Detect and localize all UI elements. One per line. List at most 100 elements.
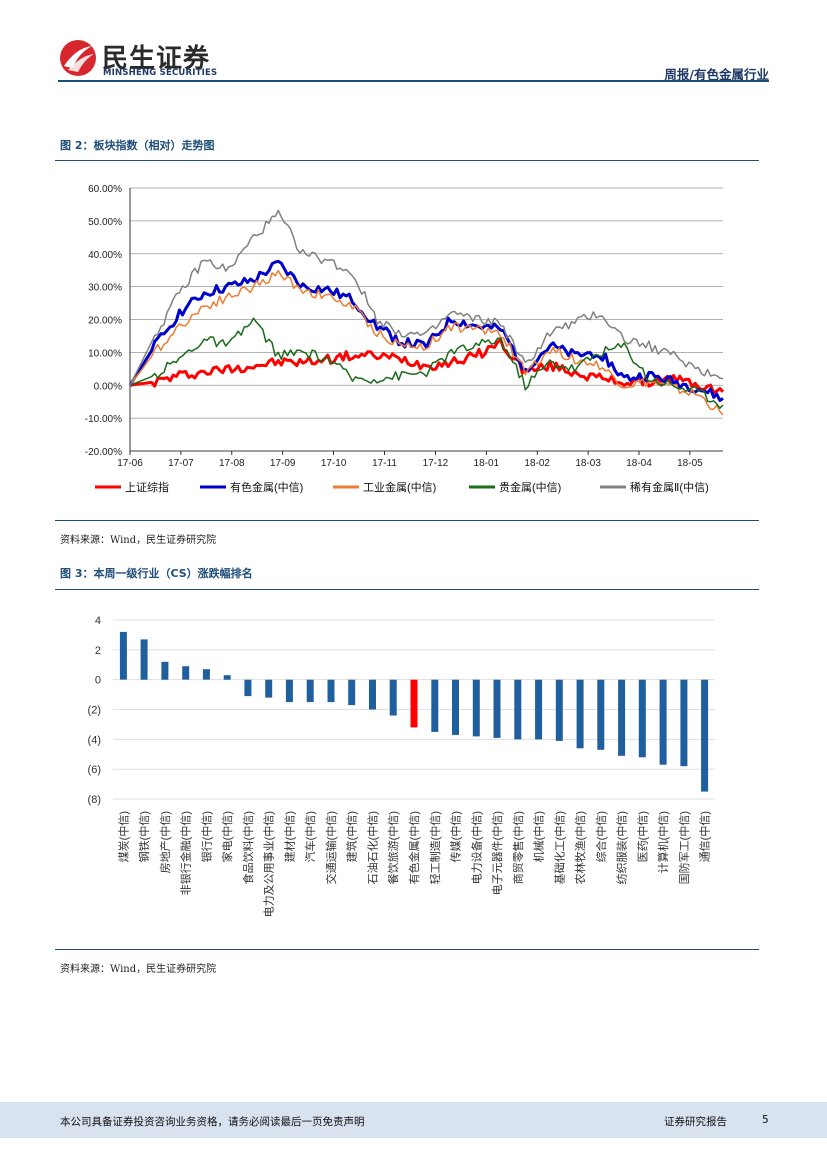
y-tick-label: (4) bbox=[88, 734, 101, 746]
figure3-bottom-rule bbox=[55, 949, 759, 950]
logo-icon bbox=[60, 40, 96, 76]
x-category-label: 商贸零售(中信) bbox=[511, 811, 525, 884]
bar bbox=[659, 679, 667, 765]
series-line bbox=[129, 317, 724, 409]
bar bbox=[140, 639, 148, 680]
x-category-label: 交通运输(中信) bbox=[324, 811, 338, 884]
bar bbox=[265, 679, 273, 698]
y-tick-label: (8) bbox=[88, 794, 101, 806]
bar bbox=[493, 679, 501, 738]
series-line bbox=[129, 209, 724, 386]
y-tick-label: 0 bbox=[95, 675, 101, 687]
x-category-label: 汽车(中信) bbox=[303, 811, 317, 862]
y-tick-label: (2) bbox=[88, 705, 101, 717]
x-category-label: 传媒(中信) bbox=[450, 811, 463, 862]
legend-label: 工业金属(中信) bbox=[363, 480, 436, 494]
logo-text-cn: 民生证券 bbox=[102, 44, 211, 74]
x-tick-label: 17-12 bbox=[423, 458, 449, 469]
bar bbox=[223, 675, 231, 680]
legend-label: 上证综指 bbox=[125, 480, 169, 494]
bar bbox=[452, 679, 459, 735]
bar bbox=[472, 679, 480, 737]
x-category-label: 建筑(中信) bbox=[345, 811, 359, 862]
y-tick-label: 2 bbox=[95, 645, 101, 657]
figure3-source: 资料来源：Wind，民生证券研究院 bbox=[60, 964, 217, 975]
header-rule bbox=[58, 80, 769, 82]
x-category-label: 建材(中信) bbox=[282, 811, 296, 862]
y-tick-label: (6) bbox=[88, 764, 101, 776]
x-tick-label: 18-04 bbox=[626, 458, 652, 469]
x-category-label: 医药(中信) bbox=[636, 811, 649, 862]
bar bbox=[202, 669, 210, 680]
x-tick-label: 17-11 bbox=[372, 458, 397, 469]
y-tick-label: 0.00% bbox=[94, 381, 122, 392]
bar bbox=[119, 631, 127, 680]
y-tick-label: 4 bbox=[95, 615, 101, 627]
logo-text-en: MINSHENG SECURITIES bbox=[103, 68, 218, 78]
x-category-label: 钢铁(中信) bbox=[138, 811, 151, 862]
x-category-label: 国防军工(中信) bbox=[677, 811, 691, 884]
x-category-label: 有色金属(中信) bbox=[407, 811, 421, 884]
logo: 民生证券 MINSHENG SECURITIES bbox=[58, 38, 218, 78]
x-category-label: 非银行金融(中信) bbox=[179, 811, 193, 895]
figure2-title: 图 2：板块指数（相对）走势图 bbox=[60, 139, 215, 152]
bar bbox=[618, 679, 626, 756]
x-category-label: 家电(中信) bbox=[220, 811, 234, 862]
figure3-top-rule bbox=[55, 589, 759, 590]
figure3-bar-chart: 4 2 0 (2) (4) (6) (8) 煤炭(中信) 钢铁(中信) 房地产(中信) 非银行金融(… bbox=[88, 615, 715, 917]
series-line bbox=[129, 269, 724, 416]
x-category-label: 房地产(中信) bbox=[158, 811, 172, 873]
y-tick-label: 50.00% bbox=[88, 217, 122, 228]
x-category-label: 计算机(中信) bbox=[656, 811, 670, 873]
legend-label: 稀有金属Ⅱ(中信) bbox=[630, 480, 709, 494]
x-tick-label: 18-01 bbox=[474, 458, 500, 469]
figure2-bottom-rule bbox=[55, 520, 759, 521]
footer-label: 证券研究报告 bbox=[664, 1116, 727, 1128]
x-category-label: 通信(中信) bbox=[699, 811, 712, 862]
bar bbox=[285, 679, 293, 703]
bar bbox=[576, 679, 584, 749]
bar bbox=[369, 679, 376, 710]
x-tick-label: 18-03 bbox=[575, 458, 601, 469]
bar bbox=[701, 679, 709, 792]
x-category-label: 农林牧渔(中信) bbox=[573, 811, 587, 884]
figure2-top-rule bbox=[55, 160, 759, 161]
bar bbox=[514, 679, 522, 740]
x-category-label: 银行(中信) bbox=[199, 811, 213, 862]
x-tick-label: 17-07 bbox=[168, 458, 194, 469]
x-tick-label: 17-06 bbox=[117, 458, 143, 469]
x-category-label: 餐饮旅游(中信) bbox=[386, 811, 400, 884]
x-tick-label: 17-09 bbox=[270, 458, 296, 469]
x-category-label: 轻工制造(中信) bbox=[428, 811, 442, 884]
x-tick-label: 18-05 bbox=[677, 458, 703, 469]
legend-label: 有色金属(中信) bbox=[230, 480, 303, 494]
x-category-label: 基础化工(中信) bbox=[552, 811, 566, 884]
series-line bbox=[128, 259, 724, 402]
bar bbox=[389, 679, 397, 716]
figure3-title: 图 3：本周一级行业（CS）涨跌幅排名 bbox=[60, 567, 253, 580]
y-tick-label: 40.00% bbox=[88, 250, 122, 261]
x-category-label: 食品饮料(中信) bbox=[241, 811, 255, 884]
x-tick-label: 17-08 bbox=[219, 458, 245, 469]
y-tick-label: 60.00% bbox=[88, 184, 122, 195]
y-tick-label: 30.00% bbox=[88, 283, 122, 294]
footer-bar bbox=[0, 1102, 827, 1138]
x-category-label: 煤炭(中信) bbox=[117, 811, 130, 862]
bar bbox=[244, 679, 252, 697]
bar bbox=[638, 679, 646, 758]
page-number: 5 bbox=[762, 1114, 769, 1126]
bar bbox=[431, 679, 439, 732]
y-tick-label: 10.00% bbox=[88, 348, 122, 359]
bar bbox=[327, 679, 335, 703]
y-tick-label: -20.00% bbox=[85, 447, 122, 458]
x-category-label: 综合(中信) bbox=[594, 811, 608, 862]
x-category-label: 电力及公用事业(中信) bbox=[263, 811, 276, 917]
bar bbox=[410, 679, 418, 728]
x-category-label: 纺织服装(中信) bbox=[615, 811, 629, 884]
footer-disclaimer: 本公司具备证券投资咨询业务资格，请务必阅读最后一页免责声明 bbox=[60, 1116, 365, 1128]
y-tick-label: -10.00% bbox=[85, 414, 122, 425]
figure2-source: 资料来源：Wind，民生证券研究院 bbox=[60, 535, 217, 546]
header-title: 周报/有色金属行业 bbox=[664, 67, 769, 82]
x-category-label: 机械(中信) bbox=[532, 811, 546, 862]
legend-label: 贵金属(中信) bbox=[499, 480, 561, 494]
